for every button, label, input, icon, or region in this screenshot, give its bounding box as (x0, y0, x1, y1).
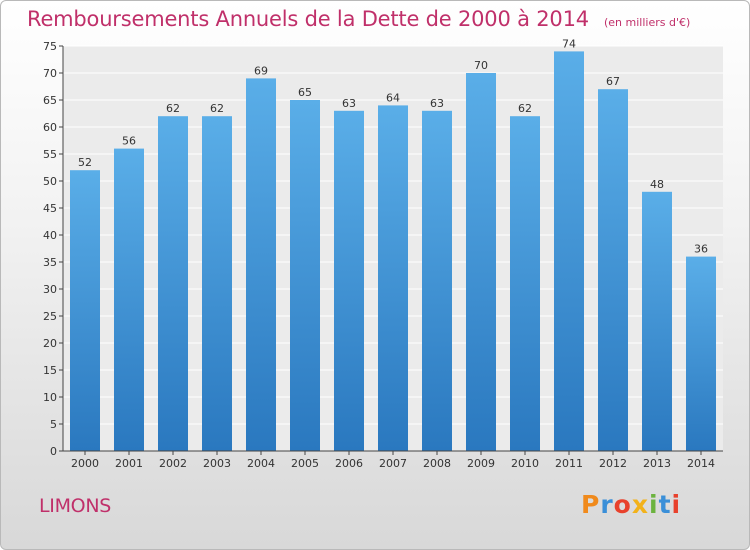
data-label: 67 (606, 75, 620, 88)
bar-2003 (202, 116, 232, 451)
logo-letter: i (671, 490, 682, 519)
logo-letter: i (649, 490, 659, 519)
bar-2006 (334, 110, 364, 452)
y-tick-label: 65 (43, 94, 57, 107)
y-tick-label: 10 (43, 391, 57, 404)
x-tick-label: 2002 (159, 457, 187, 470)
data-label: 56 (122, 135, 136, 148)
bars (70, 51, 716, 452)
y-tick-label: 0 (50, 445, 57, 458)
data-label: 74 (562, 37, 576, 50)
bar-2001 (114, 148, 144, 451)
x-tick-label: 2014 (687, 457, 715, 470)
x-tick-label: 2009 (467, 457, 495, 470)
x-tick-label: 2000 (71, 457, 99, 470)
chart-title: Remboursements Annuels de la Dette de 20… (27, 7, 589, 31)
data-labels: 52 56 62 62 69 65 63 64 63 70 62 74 67 48 36 (78, 37, 708, 255)
data-label: 65 (298, 86, 312, 99)
data-label: 70 (474, 59, 488, 72)
data-label: 62 (166, 102, 180, 115)
x-tick-label: 2003 (203, 457, 231, 470)
logo-letter: r (600, 490, 614, 519)
x-tick-label: 2010 (511, 457, 539, 470)
y-tick-label: 20 (43, 337, 57, 350)
chart-header: Remboursements Annuels de la Dette de 20… (27, 7, 690, 31)
bar-2008 (422, 110, 452, 452)
y-tick-labels: 0 5 10 15 20 25 30 35 40 45 50 55 60 65 70 75 (43, 40, 63, 458)
bar-2004 (246, 78, 276, 452)
data-label: 62 (210, 102, 224, 115)
data-label: 63 (342, 97, 356, 110)
x-tick-label: 2011 (555, 457, 583, 470)
bar-2013 (642, 191, 672, 452)
logo-letter: P (581, 490, 601, 519)
y-tick-label: 55 (43, 148, 57, 161)
data-label: 69 (254, 64, 268, 77)
y-tick-label: 60 (43, 121, 57, 134)
bar-2007 (378, 105, 408, 452)
y-tick-label: 45 (43, 202, 57, 215)
logo-letter: o (613, 490, 632, 519)
y-tick-label: 75 (43, 40, 57, 53)
y-tick-label: 30 (43, 283, 57, 296)
y-tick-label: 15 (43, 364, 57, 377)
chart-unit: (en milliers d'€) (604, 16, 691, 29)
bar-2005 (290, 100, 320, 451)
x-tick-label: 2008 (423, 457, 451, 470)
y-tick-label: 25 (43, 310, 57, 323)
x-tick-label: 2013 (643, 457, 671, 470)
x-tick-label: 2001 (115, 457, 143, 470)
x-tick-label: 2007 (379, 457, 407, 470)
bar-2011 (554, 51, 584, 452)
logo-letter: t (658, 490, 672, 519)
bar-2002 (158, 116, 188, 451)
data-label: 36 (694, 243, 708, 256)
logo-letter: x (631, 490, 649, 519)
data-label: 62 (518, 102, 532, 115)
y-tick-label: 70 (43, 67, 57, 80)
bar-2000 (70, 170, 100, 451)
data-label: 64 (386, 91, 400, 104)
x-tick-label: 2005 (291, 457, 319, 470)
x-tick-labels: 2000 2001 2002 2003 2004 2005 2006 2007 2008 2009… (71, 451, 715, 470)
y-tick-label: 35 (43, 256, 57, 269)
x-tick-label: 2006 (335, 457, 363, 470)
bar-2014 (686, 256, 716, 451)
bar-2012 (598, 89, 628, 451)
data-label: 48 (650, 178, 664, 191)
y-tick-label: 40 (43, 229, 57, 242)
data-label: 63 (430, 97, 444, 110)
y-tick-label: 5 (50, 418, 57, 431)
bar-2010 (510, 116, 540, 451)
x-tick-label: 2012 (599, 457, 627, 470)
bar-2009 (466, 73, 496, 451)
x-tick-label: 2004 (247, 457, 275, 470)
commune-name: LIMONS (39, 495, 112, 517)
y-tick-label: 50 (43, 175, 57, 188)
data-label: 52 (78, 156, 92, 169)
proxiti-logo[interactable]: Proxiti (581, 490, 681, 519)
